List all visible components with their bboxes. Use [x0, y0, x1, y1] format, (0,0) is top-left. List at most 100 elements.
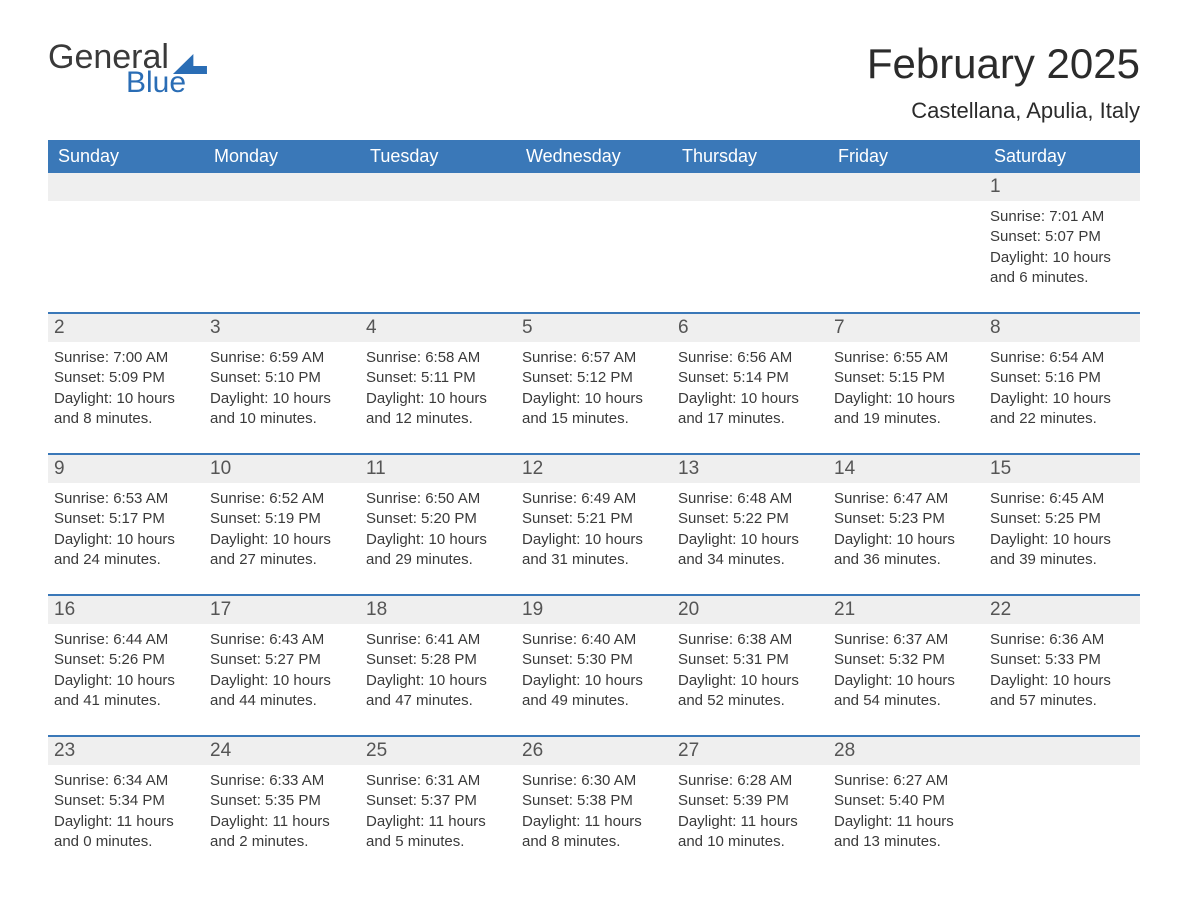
day-number: 22 — [984, 596, 1140, 624]
day-body — [204, 201, 360, 294]
sunset-line: Sunset: 5:07 PM — [990, 227, 1132, 247]
daylight-line: Daylight: 10 hours and 39 minutes. — [990, 530, 1132, 571]
daylight-line: Daylight: 10 hours and 17 minutes. — [678, 389, 820, 430]
sunrise-line: Sunrise: 6:37 AM — [834, 630, 976, 650]
sunset-line: Sunset: 5:32 PM — [834, 650, 976, 670]
daybody-strip: Sunrise: 7:00 AMSunset: 5:09 PMDaylight:… — [48, 342, 1140, 435]
day-number: 26 — [516, 737, 672, 765]
sunrise-line: Sunrise: 6:43 AM — [210, 630, 352, 650]
day-body: Sunrise: 6:31 AMSunset: 5:37 PMDaylight:… — [360, 765, 516, 858]
daylight-line: Daylight: 10 hours and 29 minutes. — [366, 530, 508, 571]
weekday-cell: Sunday — [48, 140, 204, 173]
daybody-strip: Sunrise: 6:53 AMSunset: 5:17 PMDaylight:… — [48, 483, 1140, 576]
day-body: Sunrise: 6:30 AMSunset: 5:38 PMDaylight:… — [516, 765, 672, 858]
sunset-line: Sunset: 5:17 PM — [54, 509, 196, 529]
day-number: 23 — [48, 737, 204, 765]
weekday-cell: Tuesday — [360, 140, 516, 173]
day-number — [48, 173, 204, 201]
day-body: Sunrise: 6:58 AMSunset: 5:11 PMDaylight:… — [360, 342, 516, 435]
weekday-cell: Wednesday — [516, 140, 672, 173]
day-number: 28 — [828, 737, 984, 765]
week-row: 9101112131415Sunrise: 6:53 AMSunset: 5:1… — [48, 453, 1140, 576]
sunset-line: Sunset: 5:34 PM — [54, 791, 196, 811]
weekday-cell: Friday — [828, 140, 984, 173]
day-number — [984, 737, 1140, 765]
day-body: Sunrise: 6:53 AMSunset: 5:17 PMDaylight:… — [48, 483, 204, 576]
sunset-line: Sunset: 5:26 PM — [54, 650, 196, 670]
day-body: Sunrise: 6:28 AMSunset: 5:39 PMDaylight:… — [672, 765, 828, 858]
sunrise-line: Sunrise: 6:34 AM — [54, 771, 196, 791]
day-number: 12 — [516, 455, 672, 483]
sunrise-line: Sunrise: 6:41 AM — [366, 630, 508, 650]
day-body: Sunrise: 7:00 AMSunset: 5:09 PMDaylight:… — [48, 342, 204, 435]
day-body: Sunrise: 7:01 AMSunset: 5:07 PMDaylight:… — [984, 201, 1140, 294]
sunset-line: Sunset: 5:30 PM — [522, 650, 664, 670]
day-number: 9 — [48, 455, 204, 483]
day-body: Sunrise: 6:55 AMSunset: 5:15 PMDaylight:… — [828, 342, 984, 435]
sunrise-line: Sunrise: 6:36 AM — [990, 630, 1132, 650]
daylight-line: Daylight: 10 hours and 54 minutes. — [834, 671, 976, 712]
day-number: 13 — [672, 455, 828, 483]
sunset-line: Sunset: 5:23 PM — [834, 509, 976, 529]
sunrise-line: Sunrise: 6:53 AM — [54, 489, 196, 509]
day-body: Sunrise: 6:41 AMSunset: 5:28 PMDaylight:… — [360, 624, 516, 717]
daybody-strip: Sunrise: 6:44 AMSunset: 5:26 PMDaylight:… — [48, 624, 1140, 717]
daylight-line: Daylight: 10 hours and 44 minutes. — [210, 671, 352, 712]
header: General Blue February 2025 Castellana, A… — [48, 40, 1140, 124]
day-body — [360, 201, 516, 294]
daylight-line: Daylight: 10 hours and 8 minutes. — [54, 389, 196, 430]
daynum-strip: 2345678 — [48, 314, 1140, 342]
sunrise-line: Sunrise: 6:33 AM — [210, 771, 352, 791]
day-body: Sunrise: 6:47 AMSunset: 5:23 PMDaylight:… — [828, 483, 984, 576]
sunrise-line: Sunrise: 6:50 AM — [366, 489, 508, 509]
day-number: 6 — [672, 314, 828, 342]
sunset-line: Sunset: 5:20 PM — [366, 509, 508, 529]
day-body: Sunrise: 6:33 AMSunset: 5:35 PMDaylight:… — [204, 765, 360, 858]
day-body: Sunrise: 6:56 AMSunset: 5:14 PMDaylight:… — [672, 342, 828, 435]
daylight-line: Daylight: 11 hours and 10 minutes. — [678, 812, 820, 853]
daylight-line: Daylight: 10 hours and 6 minutes. — [990, 248, 1132, 289]
week-row: 232425262728Sunrise: 6:34 AMSunset: 5:34… — [48, 735, 1140, 858]
sunset-line: Sunset: 5:14 PM — [678, 368, 820, 388]
sunrise-line: Sunrise: 6:28 AM — [678, 771, 820, 791]
daylight-line: Daylight: 10 hours and 24 minutes. — [54, 530, 196, 571]
day-number: 3 — [204, 314, 360, 342]
weekday-header-row: SundayMondayTuesdayWednesdayThursdayFrid… — [48, 140, 1140, 173]
day-body: Sunrise: 6:49 AMSunset: 5:21 PMDaylight:… — [516, 483, 672, 576]
title-block: February 2025 Castellana, Apulia, Italy — [867, 40, 1140, 124]
day-body: Sunrise: 6:38 AMSunset: 5:31 PMDaylight:… — [672, 624, 828, 717]
sunset-line: Sunset: 5:22 PM — [678, 509, 820, 529]
sunrise-line: Sunrise: 6:59 AM — [210, 348, 352, 368]
daylight-line: Daylight: 11 hours and 13 minutes. — [834, 812, 976, 853]
daybody-strip: Sunrise: 6:34 AMSunset: 5:34 PM Daylight:… — [48, 765, 1140, 858]
day-number — [204, 173, 360, 201]
day-body: Sunrise: 6:54 AMSunset: 5:16 PMDaylight:… — [984, 342, 1140, 435]
sunset-line: Sunset: 5:09 PM — [54, 368, 196, 388]
sunrise-line: Sunrise: 6:56 AM — [678, 348, 820, 368]
sunset-line: Sunset: 5:40 PM — [834, 791, 976, 811]
day-number: 2 — [48, 314, 204, 342]
day-body — [984, 765, 1140, 858]
location: Castellana, Apulia, Italy — [867, 98, 1140, 124]
daylight-line: Daylight: 10 hours and 47 minutes. — [366, 671, 508, 712]
week-row: 2345678Sunrise: 7:00 AMSunset: 5:09 PMDa… — [48, 312, 1140, 435]
daylight-line: Daylight: 10 hours and 31 minutes. — [522, 530, 664, 571]
day-number: 14 — [828, 455, 984, 483]
sunset-line: Sunset: 5:11 PM — [366, 368, 508, 388]
day-number: 27 — [672, 737, 828, 765]
daylight-line: Daylight: 10 hours and 10 minutes. — [210, 389, 352, 430]
logo-mark-icon — [173, 54, 207, 74]
sunset-line: Sunset: 5:10 PM — [210, 368, 352, 388]
weekday-cell: Thursday — [672, 140, 828, 173]
sunrise-line: Sunrise: 6:38 AM — [678, 630, 820, 650]
day-body: Sunrise: 6:50 AMSunset: 5:20 PMDaylight:… — [360, 483, 516, 576]
day-body: Sunrise: 6:43 AMSunset: 5:27 PMDaylight:… — [204, 624, 360, 717]
day-number — [828, 173, 984, 201]
daynum-strip: 16171819202122 — [48, 596, 1140, 624]
weekday-cell: Saturday — [984, 140, 1140, 173]
daybody-strip: Sunrise: 7:01 AMSunset: 5:07 PMDaylight:… — [48, 201, 1140, 294]
day-body — [828, 201, 984, 294]
sunrise-line: Sunrise: 7:00 AM — [54, 348, 196, 368]
day-body: Sunrise: 6:36 AMSunset: 5:33 PMDaylight:… — [984, 624, 1140, 717]
day-body — [516, 201, 672, 294]
